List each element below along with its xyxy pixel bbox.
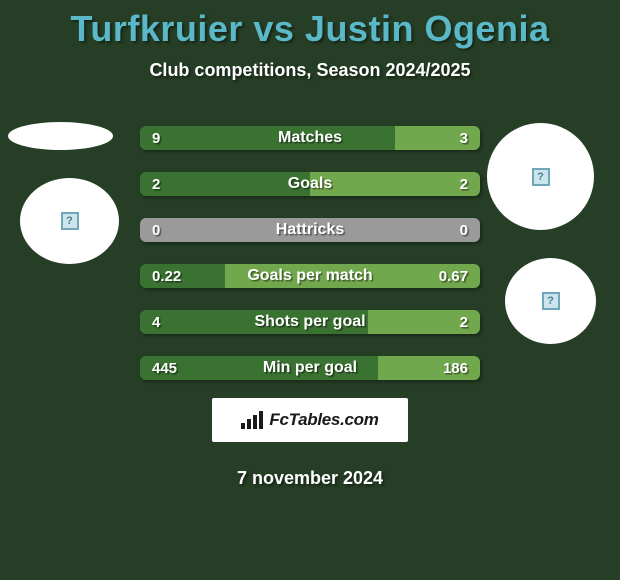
stat-value-right: 3 [460, 126, 468, 150]
stat-bar-left [140, 218, 480, 242]
brand-box: FcTables.com [212, 398, 408, 442]
player-right-avatar [505, 258, 596, 344]
stat-value-left: 4 [152, 310, 160, 334]
stat-row: 00Hattricks [140, 218, 480, 242]
stat-row: 42Shots per goal [140, 310, 480, 334]
stat-value-left: 9 [152, 126, 160, 150]
comparison-infographic: Turfkruier vs Justin Ogenia Club competi… [0, 0, 620, 580]
player-left-ellipse [8, 122, 113, 150]
date-text: 7 november 2024 [0, 468, 620, 489]
stat-value-left: 0 [152, 218, 160, 242]
stat-bar-left [140, 126, 395, 150]
stat-row: 93Matches [140, 126, 480, 150]
stat-bar-left [140, 310, 368, 334]
stat-value-right: 2 [460, 310, 468, 334]
stat-bar-right [310, 172, 480, 196]
image-placeholder-icon [61, 212, 79, 230]
image-placeholder-icon [542, 292, 560, 310]
page-subtitle: Club competitions, Season 2024/2025 [0, 60, 620, 81]
stat-row: 445186Min per goal [140, 356, 480, 380]
brand-chart-icon [241, 411, 263, 429]
stat-value-right: 2 [460, 172, 468, 196]
stat-value-left: 0.22 [152, 264, 181, 288]
image-placeholder-icon [532, 168, 550, 186]
stat-row: 0.220.67Goals per match [140, 264, 480, 288]
stat-value-right: 0 [460, 218, 468, 242]
stat-bar-left [140, 172, 310, 196]
brand-text: FcTables.com [269, 410, 378, 430]
page-title: Turfkruier vs Justin Ogenia [0, 0, 620, 50]
stat-value-right: 0.67 [439, 264, 468, 288]
stat-value-right: 186 [443, 356, 468, 380]
player-right-badge [487, 123, 594, 230]
stat-row: 22Goals [140, 172, 480, 196]
player-left-avatar [20, 178, 119, 264]
stat-value-left: 445 [152, 356, 177, 380]
comparison-bars: 93Matches22Goals00Hattricks0.220.67Goals… [140, 126, 480, 402]
stat-value-left: 2 [152, 172, 160, 196]
